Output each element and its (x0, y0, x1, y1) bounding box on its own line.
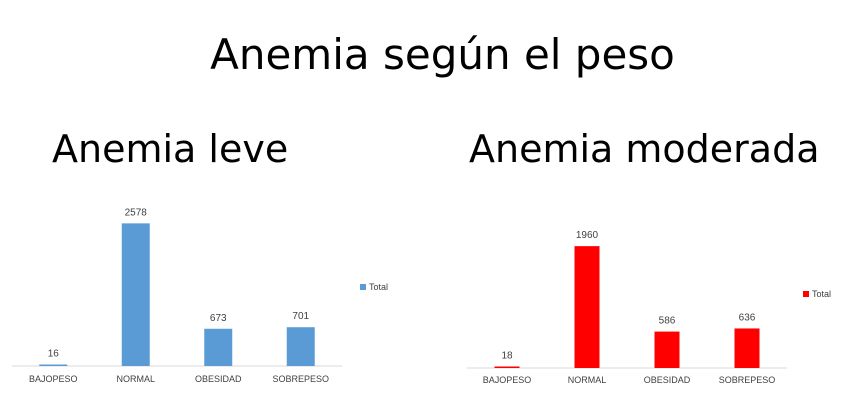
chart-1-data-label-bajopeso: 16 (48, 349, 60, 360)
chart-1-data-label-obesidad: 673 (210, 313, 227, 324)
chart-2-legend-swatch (803, 291, 809, 297)
chart-1-category-label-sobrepeso: SOBREPESO (272, 374, 329, 384)
page-title: Anemia según el peso (210, 30, 675, 79)
chart-1-bar-normal (121, 223, 150, 366)
chart-2-data-label-obesidad: 586 (659, 316, 676, 327)
chart-2-legend-label: Total (812, 289, 831, 299)
chart-2-data-label-bajopeso: 18 (501, 351, 513, 362)
chart-2-bar-bajopeso (494, 366, 520, 368)
chart-2-category-label-normal: NORMAL (568, 375, 607, 385)
chart-2-bar-sobrepeso (734, 328, 760, 368)
chart-1-category-label-bajopeso: BAJOPESO (29, 374, 78, 384)
chart-title-anemia-leve: Anemia leve (52, 127, 289, 171)
chart-1-data-label-sobrepeso: 701 (292, 311, 309, 322)
chart-2-bar-normal (574, 246, 600, 368)
chart-2-data-label-sobrepeso: 636 (739, 312, 756, 323)
chart-1-category-label-obesidad: OBESIDAD (195, 374, 242, 384)
chart-1-legend-swatch (360, 284, 366, 290)
chart-2-bar-obesidad (654, 331, 680, 368)
chart-1-bar-obesidad (204, 328, 233, 366)
chart-1-data-label-normal: 2578 (125, 207, 148, 218)
chart-1-bar-bajopeso (39, 364, 68, 366)
chart-2-data-label-normal: 1960 (576, 230, 599, 241)
chart-2-category-label-obesidad: OBESIDAD (644, 375, 691, 385)
chart-1-bar-sobrepeso (286, 327, 315, 366)
chart-2-category-label-sobrepeso: SOBREPESO (719, 375, 776, 385)
chart-2-category-label-bajopeso: BAJOPESO (483, 375, 532, 385)
chart-1-legend-label: Total (369, 282, 388, 292)
chart-title-anemia-moderada: Anemia moderada (469, 127, 820, 171)
chart-1-category-label-normal: NORMAL (116, 374, 155, 384)
